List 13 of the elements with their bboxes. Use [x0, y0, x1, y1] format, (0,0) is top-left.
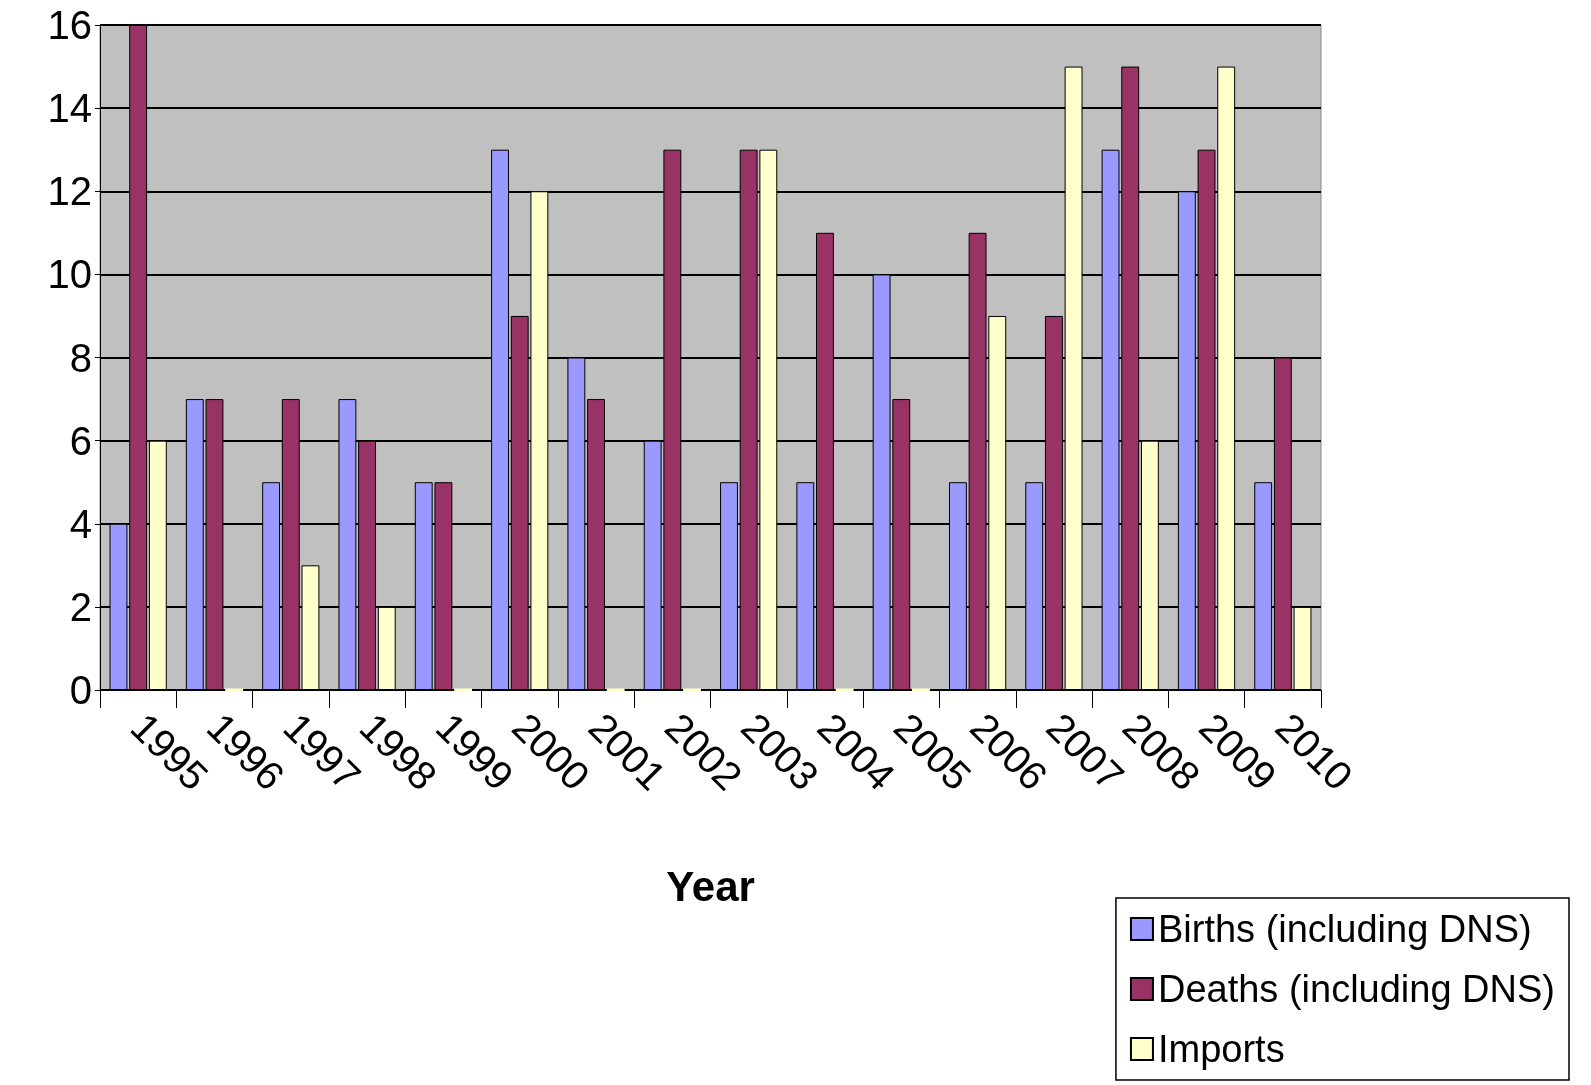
y-tick-label: 10	[47, 252, 92, 297]
y-tick-label: 12	[47, 169, 92, 214]
y-tick-label: 4	[69, 501, 92, 546]
y-tick-label: 0	[69, 668, 92, 712]
y-tick-label: 14	[47, 86, 92, 131]
y-tick-label: 8	[69, 335, 92, 380]
y-tick-label: 16	[47, 3, 92, 47]
y-tick-label: 2	[69, 584, 92, 629]
x-axis-title: Year	[666, 862, 755, 910]
legend-label: Births (including DNS)	[1157, 908, 1532, 950]
y-tick-label: 6	[69, 418, 92, 463]
legend-label: Deaths (including DNS)	[1157, 968, 1556, 1010]
legend-label: Imports	[1157, 1028, 1285, 1070]
